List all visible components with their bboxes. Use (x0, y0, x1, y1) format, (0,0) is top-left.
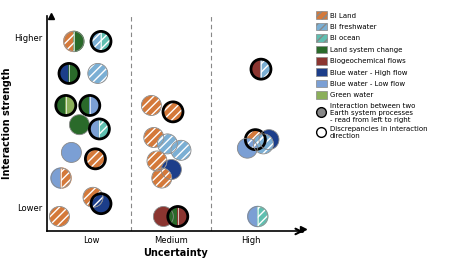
Polygon shape (64, 31, 74, 51)
Ellipse shape (144, 128, 164, 148)
Polygon shape (59, 63, 69, 83)
Ellipse shape (91, 194, 111, 214)
Polygon shape (261, 59, 271, 79)
X-axis label: Uncertainty: Uncertainty (143, 248, 208, 258)
Ellipse shape (259, 130, 279, 150)
Ellipse shape (246, 130, 265, 150)
Ellipse shape (69, 115, 90, 135)
Polygon shape (168, 206, 178, 226)
Polygon shape (91, 31, 101, 51)
Ellipse shape (91, 31, 111, 51)
Ellipse shape (168, 206, 188, 226)
Ellipse shape (157, 134, 177, 154)
Polygon shape (80, 95, 90, 115)
Ellipse shape (90, 119, 109, 139)
Ellipse shape (88, 63, 108, 83)
Polygon shape (178, 206, 188, 226)
Ellipse shape (163, 102, 183, 122)
Ellipse shape (251, 59, 271, 79)
Ellipse shape (56, 95, 76, 115)
Ellipse shape (237, 138, 257, 158)
Polygon shape (61, 168, 71, 188)
Ellipse shape (91, 194, 111, 214)
Ellipse shape (64, 31, 84, 51)
Ellipse shape (51, 168, 71, 188)
Ellipse shape (171, 140, 191, 160)
Ellipse shape (62, 143, 82, 163)
Ellipse shape (163, 102, 183, 122)
Legend: BI Land, BI freshwater, BI ocean, Land system change, Biogeochemical flows, Blue: BI Land, BI freshwater, BI ocean, Land s… (316, 12, 428, 139)
Polygon shape (101, 31, 111, 51)
Ellipse shape (141, 95, 161, 115)
Polygon shape (51, 168, 61, 188)
Ellipse shape (83, 187, 103, 207)
Polygon shape (90, 119, 100, 139)
Ellipse shape (171, 140, 191, 160)
Ellipse shape (80, 95, 100, 115)
Ellipse shape (154, 206, 173, 226)
Polygon shape (90, 95, 100, 115)
Polygon shape (74, 31, 84, 51)
Y-axis label: Interaction strength: Interaction strength (1, 68, 11, 179)
Ellipse shape (85, 149, 105, 169)
Ellipse shape (83, 187, 103, 207)
Ellipse shape (62, 143, 82, 163)
Ellipse shape (154, 206, 173, 226)
Ellipse shape (49, 206, 69, 226)
Ellipse shape (254, 134, 273, 154)
Polygon shape (251, 59, 261, 79)
Ellipse shape (259, 130, 279, 150)
Ellipse shape (157, 134, 177, 154)
Ellipse shape (147, 151, 167, 171)
Ellipse shape (248, 206, 268, 226)
Ellipse shape (152, 168, 172, 188)
Polygon shape (258, 206, 268, 226)
Ellipse shape (88, 63, 108, 83)
Ellipse shape (59, 63, 79, 83)
Ellipse shape (152, 168, 172, 188)
Polygon shape (56, 95, 66, 115)
Ellipse shape (49, 206, 69, 226)
Polygon shape (69, 63, 79, 83)
Ellipse shape (85, 149, 105, 169)
Ellipse shape (161, 160, 182, 180)
Ellipse shape (141, 95, 161, 115)
Polygon shape (100, 119, 109, 139)
Polygon shape (66, 95, 76, 115)
Ellipse shape (161, 160, 182, 180)
Polygon shape (248, 206, 258, 226)
Ellipse shape (144, 128, 164, 148)
Ellipse shape (237, 138, 257, 158)
Ellipse shape (246, 130, 265, 150)
Ellipse shape (147, 151, 167, 171)
Ellipse shape (69, 115, 90, 135)
Ellipse shape (254, 134, 273, 154)
